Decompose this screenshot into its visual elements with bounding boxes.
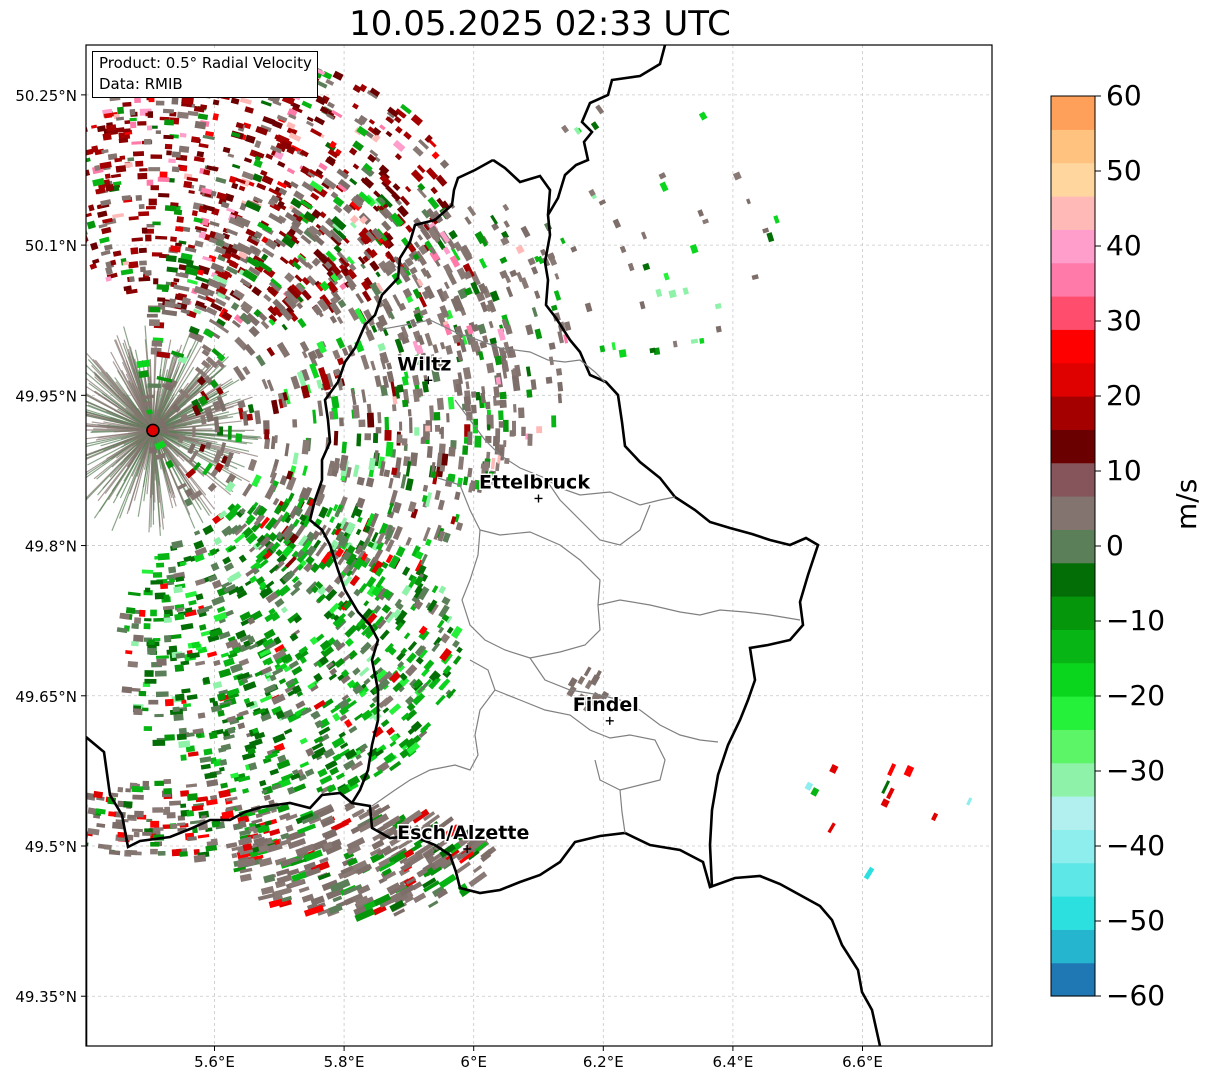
district-border <box>377 319 606 383</box>
district-border <box>544 477 651 546</box>
radar-site-marker <box>146 423 160 438</box>
lon-tick-label: 5.6°E <box>194 1053 235 1071</box>
colorbar-segment <box>1051 862 1095 897</box>
colorbar-segment <box>1051 762 1095 797</box>
colorbar-tick-label: 10 <box>1106 454 1142 487</box>
colorbar-segment <box>1051 296 1095 330</box>
colorbar-segment <box>1051 229 1095 264</box>
colorbar-segment <box>1051 696 1095 730</box>
colorbar-tick-label: 0 <box>1106 529 1124 562</box>
lon-tick-label: 6.6°E <box>842 1053 883 1071</box>
colorbar-segment <box>1051 162 1095 197</box>
colorbar-segment <box>1051 362 1095 397</box>
colorbar-tick-label: −60 <box>1106 979 1166 1012</box>
radar-echoes <box>86 55 973 922</box>
city-label: Ettelbruck <box>479 471 590 493</box>
colorbar-tick-label: −50 <box>1106 904 1166 937</box>
lat-tick-label: 49.95°N <box>15 387 77 405</box>
lat-tick-label: 49.35°N <box>15 988 77 1006</box>
country-border <box>86 736 882 1046</box>
colorbar-tick-label: −30 <box>1106 754 1166 787</box>
district-border <box>454 399 676 506</box>
lat-tick-label: 49.8°N <box>25 538 77 556</box>
colorbar-segment <box>1051 662 1095 697</box>
colorbar-segment <box>1051 629 1095 664</box>
city-marker <box>463 845 472 854</box>
colorbar-segment <box>1051 329 1095 364</box>
colorbar-segment <box>1051 596 1095 630</box>
colorbar-segment <box>1051 896 1095 930</box>
lon-tick-label: 5.8°E <box>324 1053 365 1071</box>
colorbar-unit-label: m/s <box>1170 478 1203 530</box>
colorbar-tick-label: −20 <box>1106 679 1166 712</box>
lon-tick-label: 6°E <box>460 1053 487 1071</box>
district-border <box>371 659 496 807</box>
colorbar-segment <box>1051 962 1095 997</box>
map-title: 10.05.2025 02:33 UTC <box>349 4 731 44</box>
city-label: Wiltz <box>397 353 451 375</box>
district-border <box>594 759 621 791</box>
colorbar-segment <box>1051 729 1095 764</box>
lat-tick-label: 49.65°N <box>15 688 77 706</box>
colorbar-segment <box>1051 129 1095 164</box>
district-border <box>494 689 666 834</box>
product-label: Product: 0.5° Radial Velocity <box>99 54 312 72</box>
colorbar-segment <box>1051 829 1095 864</box>
country-border <box>492 158 552 216</box>
city-marker <box>605 716 614 725</box>
district-border <box>529 657 719 743</box>
colorbar-segment <box>1051 562 1095 597</box>
city-label: Findel <box>573 694 639 716</box>
district-border <box>479 529 601 606</box>
city-label: Esch/Alzette <box>397 822 529 844</box>
city-markers: Wiltz Ettelbruck Findel Esch/Alzette <box>396 352 640 854</box>
colorbar-tick-label: 20 <box>1106 379 1142 412</box>
colorbar-segment <box>1051 929 1095 964</box>
lat-tick-label: 49.5°N <box>25 838 77 856</box>
colorbar-segment <box>1051 496 1095 530</box>
colorbar-segment <box>1051 96 1095 130</box>
borders <box>86 45 882 1046</box>
colorbar-segment <box>1051 429 1095 464</box>
info-box: Product: 0.5° Radial Velocity Data: RMIB <box>92 51 318 98</box>
colorbar-tick-label: −40 <box>1106 829 1166 862</box>
city-marker <box>424 376 433 385</box>
district-border <box>437 477 801 659</box>
colorbar <box>1050 95 1101 997</box>
colorbar-tick-label: 50 <box>1106 154 1142 187</box>
colorbar-tick-label: 30 <box>1106 304 1142 337</box>
country-border <box>308 158 494 804</box>
colorbar-segment <box>1051 396 1095 430</box>
country-border <box>543 45 820 888</box>
colorbar-tick-label: 40 <box>1106 229 1142 262</box>
lon-tick-label: 6.2°E <box>583 1053 624 1071</box>
lat-tick-label: 50.1°N <box>25 237 77 255</box>
colorbar-tick-label: −10 <box>1106 604 1166 637</box>
city-marker <box>534 494 543 503</box>
colorbar-segment <box>1051 462 1095 497</box>
data-source-label: Data: RMIB <box>99 75 183 93</box>
colorbar-tick-label: 60 <box>1106 79 1142 112</box>
lat-tick-label: 50.25°N <box>15 87 77 105</box>
colorbar-segment <box>1051 262 1095 297</box>
colorbar-segment <box>1051 196 1095 230</box>
axis-ticks: 50.25°N 50.1°N 49.95°N 49.8°N 49.65°N 49.5°N 4… <box>15 87 883 1071</box>
colorbar-segment <box>1051 796 1095 830</box>
colorbar-segment <box>1051 529 1095 564</box>
lon-tick-label: 6.4°E <box>712 1053 753 1071</box>
